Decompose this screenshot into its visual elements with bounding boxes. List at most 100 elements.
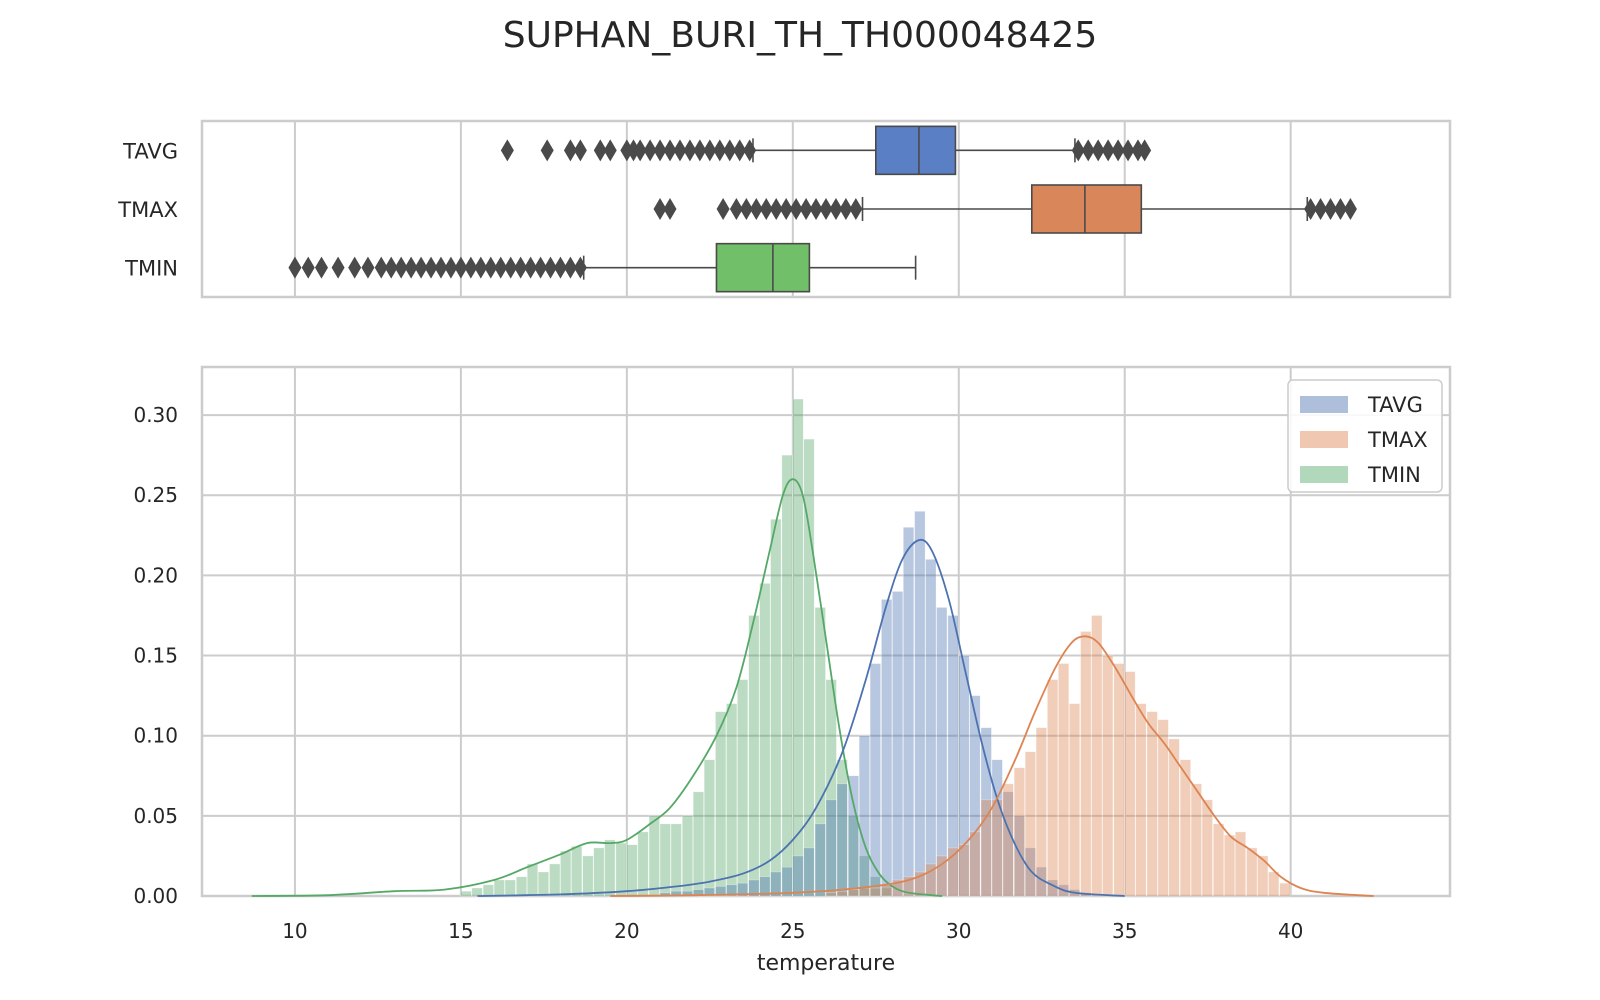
outlier-point bbox=[1121, 139, 1135, 162]
category-label-tmax: TMAX bbox=[117, 198, 178, 222]
outlier-point bbox=[789, 198, 803, 220]
histogram-bar bbox=[460, 890, 472, 897]
histogram-bar bbox=[803, 438, 815, 897]
y-tick-label: 0.05 bbox=[133, 804, 178, 828]
histogram-bar bbox=[892, 591, 904, 897]
outlier-point bbox=[563, 256, 577, 279]
outlier-point bbox=[540, 139, 554, 162]
outlier-point bbox=[1131, 139, 1145, 162]
outlier-point bbox=[743, 139, 757, 162]
histogram-bar bbox=[903, 876, 915, 897]
histogram-bar bbox=[737, 679, 749, 897]
x-tick-label: 25 bbox=[780, 919, 805, 943]
histogram-bar bbox=[526, 863, 539, 897]
histogram-bar bbox=[1047, 679, 1059, 897]
histogram-bar bbox=[471, 887, 483, 897]
histogram-bar bbox=[858, 735, 870, 897]
histogram-bar bbox=[582, 855, 594, 897]
outlier-point bbox=[434, 256, 448, 279]
histogram-bar bbox=[836, 759, 848, 897]
outlier-point bbox=[716, 198, 730, 220]
histogram-bar bbox=[925, 559, 937, 897]
outlier-point bbox=[626, 139, 640, 162]
histogram-bar bbox=[814, 607, 826, 897]
histogram-bar bbox=[903, 527, 915, 897]
histogram-bar bbox=[1179, 759, 1191, 897]
outlier-point bbox=[573, 139, 587, 162]
outlier-point bbox=[620, 139, 634, 162]
histogram-bar bbox=[1113, 663, 1125, 897]
outlier-point bbox=[839, 198, 853, 220]
outlier-point bbox=[703, 139, 717, 162]
outlier-point bbox=[1343, 198, 1357, 220]
outlier-point bbox=[361, 256, 375, 279]
box-tmax bbox=[653, 184, 1357, 234]
histogram-bar bbox=[759, 876, 771, 897]
outlier-point bbox=[643, 139, 657, 162]
histogram-bar bbox=[1213, 823, 1225, 897]
legend-label-tmax: TMAX bbox=[1367, 428, 1428, 452]
histogram-bar bbox=[1190, 783, 1202, 897]
outlier-point bbox=[739, 198, 753, 220]
histogram-bar bbox=[615, 842, 627, 897]
outlier-point bbox=[729, 198, 743, 220]
histogram-bar bbox=[1268, 871, 1280, 897]
histogram-bar bbox=[1102, 655, 1114, 897]
legend-item-tmin: TMIN bbox=[1300, 463, 1421, 487]
outlier-point bbox=[1081, 139, 1095, 162]
histogram-bar bbox=[1168, 738, 1180, 897]
histogram-bar bbox=[726, 703, 738, 897]
histogram-bar bbox=[504, 879, 516, 897]
kde-line-tmax bbox=[610, 635, 1374, 897]
y-tick-label: 0.30 bbox=[133, 403, 178, 427]
histogram-bar bbox=[847, 775, 859, 897]
legend-label-tmin: TMIN bbox=[1367, 463, 1421, 487]
histogram-bar bbox=[703, 887, 715, 897]
histogram-bar bbox=[1279, 882, 1291, 897]
outlier-point bbox=[394, 256, 408, 279]
outlier-point bbox=[799, 198, 813, 220]
histogram-bar bbox=[991, 759, 1003, 897]
outlier-point bbox=[288, 256, 302, 279]
legend-frame bbox=[1287, 379, 1443, 493]
outlier-point bbox=[1111, 139, 1125, 162]
legend-swatch-tmin bbox=[1300, 466, 1348, 483]
outlier-point bbox=[553, 256, 567, 279]
histogram-bar bbox=[626, 844, 638, 897]
outlier-point bbox=[573, 256, 587, 279]
outlier-point bbox=[663, 139, 677, 162]
outlier-point bbox=[424, 256, 438, 279]
histogram-bar bbox=[715, 711, 727, 897]
histogram-bar bbox=[1013, 815, 1025, 897]
kde-curves bbox=[251, 478, 1374, 897]
histogram-bar bbox=[947, 847, 959, 897]
histogram-bar bbox=[858, 887, 870, 897]
outlier-point bbox=[1138, 139, 1152, 162]
y-tick-label: 0.25 bbox=[133, 483, 178, 507]
boxplot-category-labels: TAVG TMAX TMIN bbox=[117, 139, 178, 280]
x-axis-label: temperature bbox=[757, 951, 895, 976]
histogram-bar bbox=[1246, 847, 1258, 897]
histogram-bar bbox=[1223, 834, 1236, 897]
histogram-bar bbox=[1013, 767, 1025, 897]
histogram-bar bbox=[604, 839, 616, 897]
histogram-bar bbox=[493, 879, 505, 897]
histogram-bar bbox=[980, 799, 992, 897]
outlier-point bbox=[494, 256, 508, 279]
histogram-bar bbox=[869, 663, 881, 897]
histogram-bar bbox=[516, 876, 528, 897]
kde-line-tavg bbox=[477, 538, 1125, 897]
histogram-bar bbox=[814, 823, 826, 897]
outlier-point bbox=[829, 198, 843, 220]
histogram-bar bbox=[914, 871, 926, 897]
histogram-bar bbox=[703, 759, 715, 897]
outlier-point bbox=[484, 256, 498, 279]
x-tick-label: 20 bbox=[614, 919, 639, 943]
outlier-point bbox=[1304, 198, 1318, 220]
histogram-bar bbox=[969, 695, 981, 897]
histogram-panel: 0.00 0.05 0.10 0.15 0.20 0.25 0.30 10 15… bbox=[133, 365, 1452, 976]
histogram-bar bbox=[858, 855, 870, 897]
outlier-point bbox=[474, 256, 488, 279]
outlier-point bbox=[603, 139, 617, 162]
